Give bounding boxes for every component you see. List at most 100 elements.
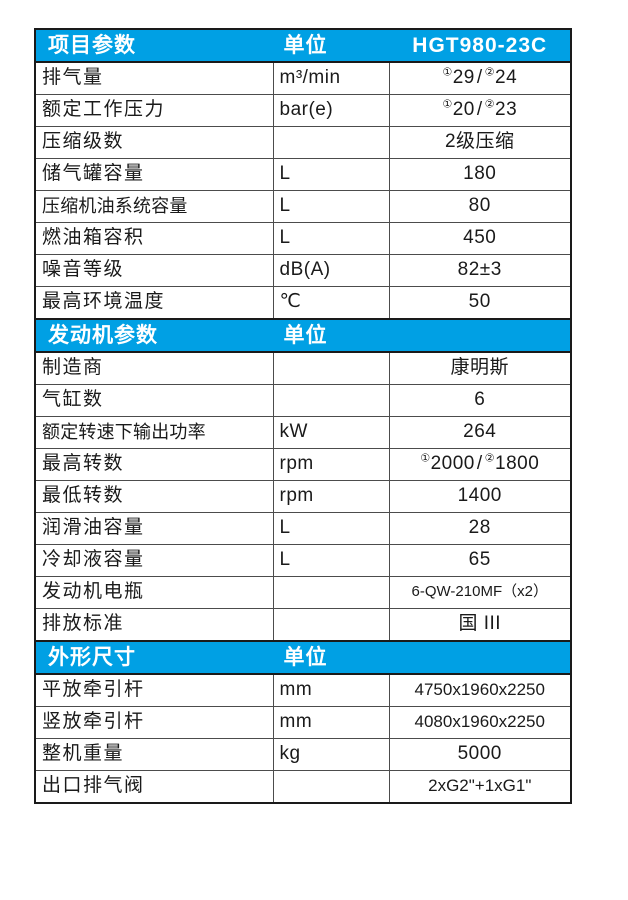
- unit-cell: kW: [272, 416, 390, 449]
- parameter-name-cell: 最高环境温度: [34, 286, 274, 320]
- unit-cell: mm: [272, 706, 390, 739]
- parameter-name-cell: 润滑油容量: [34, 512, 274, 545]
- table-row: 最高转数 rpm ①2000/②1800: [34, 448, 572, 481]
- section-header-unit: 单位: [272, 318, 390, 353]
- footnote-marker-2: ②: [484, 66, 496, 79]
- footnote-marker-1: ①: [420, 452, 431, 465]
- unit-cell: ℃: [272, 286, 390, 320]
- unit-cell: rpm: [272, 448, 390, 481]
- value-cell: 4080x1960x2250: [388, 706, 572, 739]
- footnote-marker-1: ①: [442, 98, 453, 111]
- footnote-marker-2: ②: [484, 452, 496, 465]
- value-cell: 6: [388, 384, 572, 417]
- unit-cell: [272, 770, 390, 804]
- unit-cell: L: [272, 158, 390, 191]
- value-cell: 450: [388, 222, 572, 255]
- parameter-name-cell: 发动机电瓶: [34, 576, 274, 609]
- value-separator: /: [476, 99, 483, 121]
- value-cell: 康明斯: [388, 351, 572, 385]
- footnote-marker-2: ②: [484, 98, 496, 111]
- table-row: 储气罐容量 L 180: [34, 158, 572, 191]
- value-cell: 2级压缩: [388, 126, 572, 159]
- unit-cell: bar(e): [272, 94, 390, 127]
- value-cell: 4750x1960x2250: [388, 673, 572, 707]
- table-row: 噪音等级 dB(A) 82±3: [34, 254, 572, 287]
- parameter-name-cell: 额定工作压力: [34, 94, 274, 127]
- value-cell-with-footnotes: ①20/②23: [388, 94, 572, 127]
- unit-cell: [272, 126, 390, 159]
- table-row: 压缩机油系统容量 L 80: [34, 190, 572, 223]
- value-cell: 1400: [388, 480, 572, 513]
- value-separator: /: [476, 453, 483, 475]
- unit-cell: L: [272, 190, 390, 223]
- unit-cell: [272, 576, 390, 609]
- parameter-name-cell: 最低转数: [34, 480, 274, 513]
- parameter-name-cell: 噪音等级: [34, 254, 274, 287]
- table-row: 排放标准 国 III: [34, 608, 572, 642]
- parameter-name-cell: 气缸数: [34, 384, 274, 417]
- parameter-name-cell: 排放标准: [34, 608, 274, 642]
- parameter-name-cell: 压缩机油系统容量: [34, 190, 274, 223]
- unit-cell: kg: [272, 738, 390, 771]
- section-header-param: 项目参数: [34, 28, 274, 63]
- unit-cell: [272, 384, 390, 417]
- table-row: 排气量 m³/min ①29/②24: [34, 61, 572, 95]
- parameter-name-cell: 竖放牵引杆: [34, 706, 274, 739]
- value-cell: 6-QW-210MF（x2）: [388, 576, 572, 609]
- parameter-name-cell: 储气罐容量: [34, 158, 274, 191]
- unit-cell: L: [272, 512, 390, 545]
- table-row: 最低转数 rpm 1400: [34, 480, 572, 513]
- unit-cell: dB(A): [272, 254, 390, 287]
- section-header-row: 项目参数 单位 HGT980-23C: [34, 28, 572, 63]
- unit-cell: [272, 351, 390, 385]
- parameter-name-cell: 压缩级数: [34, 126, 274, 159]
- unit-cell: L: [272, 222, 390, 255]
- value-option-1: 20: [452, 99, 475, 121]
- parameter-name-cell: 排气量: [34, 61, 274, 95]
- table-row: 最高环境温度 ℃ 50: [34, 286, 572, 320]
- value-cell: 65: [388, 544, 572, 577]
- specification-sheet: 项目参数 单位 HGT980-23C 排气量 m³/min ①29/②24 额定工作压力 ba…: [34, 28, 572, 804]
- unit-cell: rpm: [272, 480, 390, 513]
- unit-cell: L: [272, 544, 390, 577]
- value-cell: 5000: [388, 738, 572, 771]
- table-row: 制造商 康明斯: [34, 351, 572, 385]
- footnote-marker-1: ①: [442, 66, 453, 79]
- table-row: 竖放牵引杆 mm 4080x1960x2250: [34, 706, 572, 739]
- value-cell: 80: [388, 190, 572, 223]
- parameter-name-cell: 平放牵引杆: [34, 673, 274, 707]
- table-row: 平放牵引杆 mm 4750x1960x2250: [34, 673, 572, 707]
- parameter-name-cell: 额定转速下输出功率: [34, 416, 274, 449]
- table-row: 整机重量 kg 5000: [34, 738, 572, 771]
- parameter-name-cell: 最高转数: [34, 448, 274, 481]
- table-row: 气缸数 6: [34, 384, 572, 417]
- value-separator: /: [476, 67, 483, 89]
- section-header-row: 外形尺寸 单位: [34, 640, 572, 675]
- value-cell-with-footnotes: ①2000/②1800: [388, 448, 572, 481]
- section-header-unit: 单位: [272, 640, 390, 675]
- parameter-name-cell: 制造商: [34, 351, 274, 385]
- value-option-1: 29: [452, 67, 475, 89]
- unit-cell: mm: [272, 673, 390, 707]
- table-row: 燃油箱容积 L 450: [34, 222, 572, 255]
- value-cell: 2xG2"+1xG1": [388, 770, 572, 804]
- value-cell: 82±3: [388, 254, 572, 287]
- value-cell: 国 III: [388, 608, 572, 642]
- table-row: 润滑油容量 L 28: [34, 512, 572, 545]
- value-cell-with-footnotes: ①29/②24: [388, 61, 572, 95]
- table-row: 额定工作压力 bar(e) ①20/②23: [34, 94, 572, 127]
- table-body: 项目参数 单位 HGT980-23C 排气量 m³/min ①29/②24 额定工作压力 ba…: [34, 28, 572, 804]
- unit-cell: m³/min: [272, 61, 390, 95]
- parameter-name-cell: 整机重量: [34, 738, 274, 771]
- section-header-row: 发动机参数 单位: [34, 318, 572, 353]
- table-row: 出口排气阀 2xG2"+1xG1": [34, 770, 572, 804]
- section-header-param: 外形尺寸: [34, 640, 274, 675]
- parameter-name-cell: 出口排气阀: [34, 770, 274, 804]
- table-row: 额定转速下输出功率 kW 264: [34, 416, 572, 449]
- value-option-2: 23: [495, 99, 518, 121]
- value-cell: 264: [388, 416, 572, 449]
- table-row: 压缩级数 2级压缩: [34, 126, 572, 159]
- specification-table: 项目参数 单位 HGT980-23C 排气量 m³/min ①29/②24 额定工作压力 ba…: [34, 28, 572, 804]
- value-option-2: 24: [495, 67, 518, 89]
- section-header-unit: 单位: [272, 28, 390, 63]
